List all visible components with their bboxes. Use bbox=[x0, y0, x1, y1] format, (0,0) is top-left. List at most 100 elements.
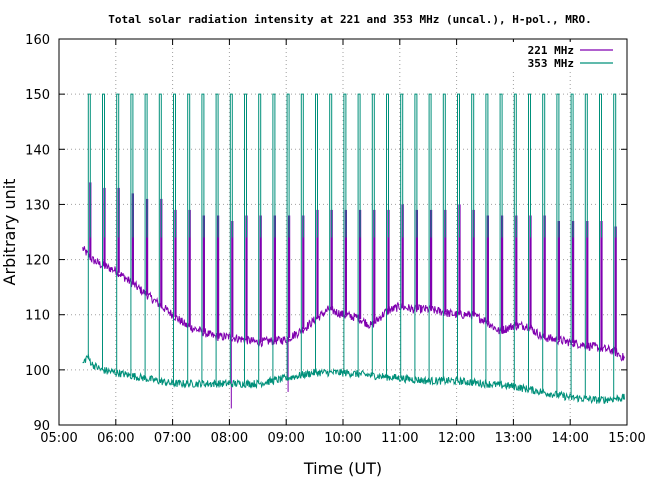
spike-221 bbox=[401, 204, 404, 307]
x-tick-label: 09:00 bbox=[267, 431, 304, 446]
spike-353 bbox=[556, 93, 560, 395]
spike-353 bbox=[201, 93, 205, 384]
y-tick-label: 120 bbox=[25, 254, 50, 269]
spike-221 bbox=[387, 209, 390, 311]
spike-353 bbox=[215, 93, 219, 384]
spike-221 bbox=[614, 226, 617, 353]
spike-353 bbox=[613, 93, 617, 399]
spike-221 bbox=[586, 221, 589, 346]
y-tick-label: 130 bbox=[25, 198, 50, 213]
x-tick-label: 07:00 bbox=[154, 431, 191, 446]
spike-353 bbox=[343, 93, 347, 373]
spike-353 bbox=[442, 93, 446, 381]
spike-353 bbox=[428, 93, 432, 381]
y-tick-label: 100 bbox=[25, 364, 50, 379]
spike-353 bbox=[187, 93, 191, 384]
spike-221 bbox=[316, 209, 319, 318]
spike-221 bbox=[245, 215, 248, 341]
x-tick-label: 06:00 bbox=[97, 431, 134, 446]
spike-221 bbox=[359, 209, 362, 320]
spike-221 bbox=[529, 215, 532, 328]
axis-ticks: 05:00 06:00 07:00 08:00 09:00 10:00 11:00 12:00… bbox=[25, 33, 646, 446]
spike-353 bbox=[471, 93, 475, 383]
x-axis-label: Time (UT) bbox=[303, 459, 382, 478]
legend-background bbox=[480, 42, 615, 72]
spike-221 bbox=[458, 204, 461, 315]
spike-353 bbox=[272, 93, 276, 381]
spike-221 bbox=[572, 221, 575, 343]
x-tick-label: 08:00 bbox=[211, 431, 248, 446]
spike-221 bbox=[472, 209, 475, 316]
spike-221 bbox=[501, 215, 504, 331]
x-tick-label: 05:00 bbox=[40, 431, 77, 446]
y-axis-label: Arbitrary unit bbox=[0, 179, 19, 286]
x-tick-label: 12:00 bbox=[438, 431, 475, 446]
legend: 221 MHz 353 MHz bbox=[480, 42, 615, 72]
spike-353 bbox=[513, 93, 517, 387]
y-tick-label: 110 bbox=[25, 309, 50, 324]
spike-221 bbox=[202, 215, 205, 333]
spike-353 bbox=[485, 93, 489, 384]
x-tick-label: 11:00 bbox=[381, 431, 418, 446]
spike-353 bbox=[244, 93, 247, 384]
spike-353 bbox=[130, 93, 134, 376]
spike-221 bbox=[259, 215, 262, 343]
spike-353 bbox=[158, 93, 162, 382]
spike-353 bbox=[102, 93, 105, 371]
spike-353 bbox=[286, 93, 290, 378]
spike-353 bbox=[570, 93, 574, 398]
grid bbox=[59, 39, 627, 425]
spike-221 bbox=[288, 215, 291, 338]
spike-221 bbox=[415, 209, 418, 310]
spike-221 bbox=[515, 215, 518, 326]
legend-label-353: 353 MHz bbox=[528, 57, 574, 70]
spike-221 bbox=[330, 209, 333, 311]
spike-353 bbox=[87, 93, 91, 360]
legend-label-221: 221 MHz bbox=[528, 44, 574, 57]
spike-221 bbox=[543, 215, 546, 338]
spike-353 bbox=[116, 93, 120, 373]
y-tick-label: 140 bbox=[25, 143, 50, 158]
spike-353 bbox=[400, 93, 404, 379]
spike-221 bbox=[557, 221, 560, 341]
spike-353 bbox=[329, 93, 333, 373]
y-tick-label: 150 bbox=[25, 88, 50, 103]
spike-221 bbox=[146, 198, 149, 295]
spike-221 bbox=[302, 215, 305, 330]
spike-353 bbox=[173, 93, 176, 384]
spike-353 bbox=[386, 93, 389, 377]
spike-353 bbox=[300, 93, 304, 375]
x-tick-label: 14:00 bbox=[551, 431, 588, 446]
chart-title: Total solar radiation intensity at 221 a… bbox=[108, 13, 591, 26]
spike-221 bbox=[131, 193, 134, 284]
spike-221 bbox=[174, 209, 177, 317]
spike-221 bbox=[273, 215, 276, 341]
spike-221 bbox=[188, 209, 191, 327]
series-layer bbox=[82, 93, 625, 409]
spike-221 bbox=[217, 215, 220, 337]
spike-353 bbox=[315, 93, 318, 373]
spike-353 bbox=[457, 93, 460, 382]
spike-353 bbox=[499, 93, 503, 386]
y-tick-label: 90 bbox=[33, 419, 50, 434]
spike-353 bbox=[144, 93, 148, 379]
series-line-353-mhz bbox=[82, 354, 625, 405]
spike-221 bbox=[344, 209, 347, 316]
spike-353 bbox=[229, 93, 233, 384]
spike-353 bbox=[414, 93, 418, 380]
spike-353 bbox=[371, 93, 375, 376]
x-tick-label: 10:00 bbox=[324, 431, 361, 446]
spike-221 bbox=[160, 198, 163, 306]
spike-221 bbox=[486, 215, 489, 323]
y-tick-label: 160 bbox=[25, 33, 50, 48]
spike-221 bbox=[444, 209, 447, 313]
spike-221 bbox=[231, 221, 234, 338]
spike-353 bbox=[584, 93, 588, 399]
spike-353 bbox=[599, 93, 602, 400]
spike-353 bbox=[542, 93, 546, 393]
spike-221 bbox=[600, 221, 603, 349]
x-tick-label: 13:00 bbox=[495, 431, 532, 446]
spike-221 bbox=[373, 209, 376, 323]
